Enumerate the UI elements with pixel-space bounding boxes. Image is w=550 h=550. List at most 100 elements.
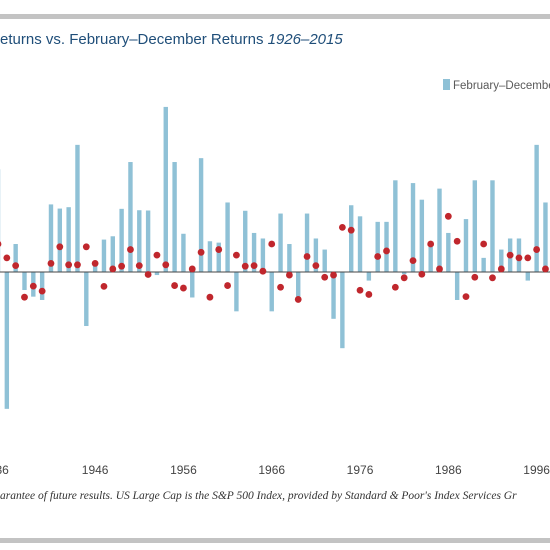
- frame-bottom-bar: [0, 538, 550, 543]
- feb-dec-bar: [84, 272, 89, 327]
- x-axis-tick-labels: 36 1946 1956 1966 1976 1986 1996: [0, 463, 550, 477]
- annual-return-dot: [29, 282, 37, 290]
- chart-title-years: 1926–2015: [267, 31, 343, 48]
- feb-dec-bar: [287, 244, 292, 272]
- feb-dec-bar: [472, 180, 478, 272]
- feb-dec-bar: [181, 233, 186, 272]
- feb-dec-bar: [110, 236, 115, 272]
- annual-return-dot: [374, 253, 382, 260]
- annual-return-dot: [3, 254, 11, 262]
- legend-bar-label: February–December: [453, 80, 550, 92]
- feb-dec-bar: [13, 244, 18, 272]
- feb-dec-bar: [534, 144, 539, 272]
- annual-return-dot: [533, 246, 541, 253]
- feb-dec-bar: [543, 202, 548, 272]
- feb-dec-bar: [243, 210, 248, 272]
- feb-dec-bar: [260, 238, 266, 272]
- feb-dec-bar: [446, 232, 451, 272]
- annual-return-dot: [144, 271, 152, 278]
- annual-return-dot: [171, 282, 179, 289]
- legend: February–December: [443, 79, 550, 92]
- annual-return-dot: [21, 293, 28, 301]
- annual-return-dot: [162, 261, 170, 269]
- annual-return-dot: [65, 261, 73, 269]
- feb-dec-bar: [340, 272, 345, 349]
- annual-return-dot: [365, 291, 373, 298]
- feb-dec-bar: [304, 213, 310, 272]
- feb-dec-bar: [410, 183, 416, 272]
- feb-dec-bar: [366, 272, 372, 281]
- annual-return-dot: [12, 262, 20, 270]
- annual-return-dot: [294, 296, 302, 303]
- annual-return-dot: [56, 243, 64, 251]
- annual-return-dot: [515, 254, 523, 262]
- annual-return-dot: [497, 265, 505, 273]
- annual-return-dot: [0, 241, 2, 247]
- feb-dec-bar: [92, 265, 98, 272]
- feb-dec-bar: [39, 272, 45, 300]
- feb-dec-bar: [163, 106, 168, 272]
- annual-return-dot: [347, 226, 355, 234]
- annual-return-dot: [82, 243, 90, 251]
- feb-dec-bar: [401, 272, 407, 275]
- annual-return-dot: [215, 246, 223, 253]
- feb-dec-bar: [322, 249, 327, 272]
- feb-dec-bar: [313, 238, 319, 272]
- chart-title-main: eturns vs. February–December Returns: [0, 31, 264, 48]
- annual-return-dot: [542, 265, 549, 273]
- annual-return-dot: [462, 293, 470, 301]
- feb-dec-bar: [198, 158, 204, 272]
- feb-dec-bar: [296, 272, 301, 297]
- annual-return-dot: [427, 240, 435, 248]
- annual-return-dot: [259, 267, 267, 275]
- annual-return-dot: [188, 265, 196, 273]
- annual-return-dot: [91, 260, 99, 267]
- annual-return-dot: [391, 283, 399, 291]
- bars-layer: [0, 106, 548, 409]
- feb-dec-bar: [357, 216, 363, 272]
- annual-return-dot: [418, 270, 426, 278]
- feb-dec-bar: [101, 239, 107, 272]
- annual-return-dot: [400, 274, 408, 282]
- feb-dec-bar: [57, 208, 63, 272]
- annual-return-dot: [250, 262, 258, 270]
- annual-return-dot: [224, 282, 231, 289]
- annual-return-dot: [480, 240, 488, 248]
- feb-dec-bar: [225, 202, 230, 272]
- annual-return-dot: [356, 286, 364, 294]
- annual-return-dot: [127, 246, 134, 253]
- feb-dec-bar: [349, 205, 354, 272]
- annual-return-dot: [100, 283, 108, 290]
- feb-dec-bar: [375, 221, 380, 272]
- feb-dec-bar: [207, 241, 213, 272]
- annual-return-dot: [74, 261, 81, 269]
- feb-dec-bar: [216, 242, 221, 272]
- feb-dec-bar: [234, 272, 239, 312]
- feb-dec-bar: [269, 272, 274, 312]
- annual-return-dot: [312, 262, 320, 270]
- feb-dec-bar: [75, 144, 80, 272]
- annual-return-dot: [506, 251, 514, 259]
- annual-return-dot: [489, 274, 496, 282]
- feb-dec-bar: [154, 272, 160, 276]
- x-tick-label: 1976: [347, 463, 374, 477]
- annual-return-dot: [303, 253, 311, 260]
- feb-dec-bar: [437, 188, 442, 272]
- feb-dec-bar: [419, 199, 425, 272]
- x-tick-label: 1996: [523, 463, 550, 477]
- annual-return-dot: [180, 284, 187, 292]
- feb-dec-bar: [145, 210, 151, 272]
- frame-top-bar: [0, 14, 550, 19]
- annual-return-dot: [47, 260, 55, 267]
- x-tick-label: 1946: [82, 463, 109, 477]
- annual-return-dot: [268, 240, 276, 248]
- feb-dec-bar: [525, 272, 530, 281]
- annual-return-dot: [444, 212, 452, 220]
- x-tick-label: 1956: [170, 463, 197, 477]
- feb-dec-bar: [331, 272, 336, 319]
- feb-dec-bar: [4, 272, 10, 409]
- annual-return-dot: [233, 251, 240, 259]
- annual-return-dot: [321, 273, 329, 281]
- annual-return-dot: [471, 273, 479, 281]
- feb-dec-bar: [190, 272, 195, 298]
